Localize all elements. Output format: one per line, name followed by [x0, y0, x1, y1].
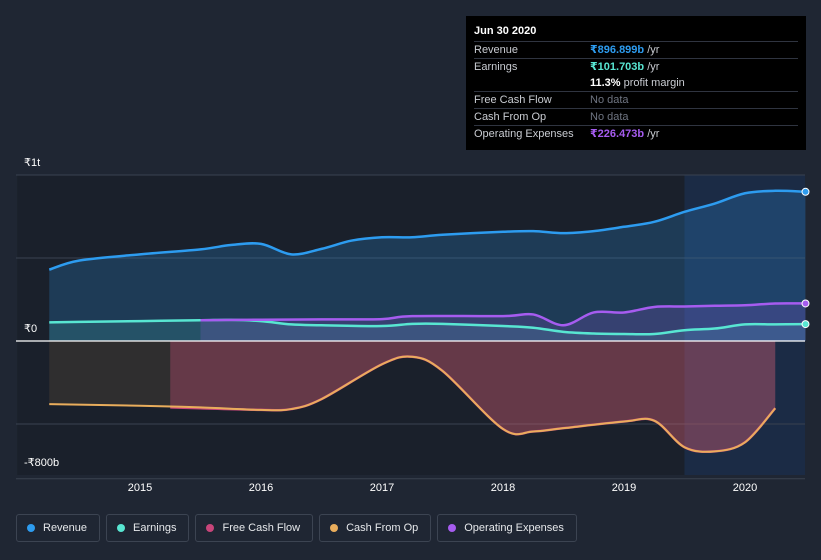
tooltip-row-earnings: Earnings ₹101.703b /yr [474, 58, 798, 75]
operating-expenses-area [200, 303, 806, 341]
operating-expenses-line [200, 302, 806, 327]
tooltip-value: ₹896.899b [590, 44, 645, 56]
cash-from-op-line [49, 355, 777, 453]
tooltip-unit: /yr [644, 61, 660, 73]
tooltip-value: No data [590, 94, 629, 106]
tooltip-row-cash-from-op: Cash From Op No data [474, 108, 798, 125]
tooltip-value-wrap: ₹226.473b /yr [590, 126, 659, 142]
legend-item-cash-from-op[interactable]: Cash From Op [319, 514, 432, 542]
tooltip-value: ₹226.473b [590, 128, 645, 140]
x-axis-labels: 2015 2016 2017 2018 2019 2020 [128, 482, 757, 494]
x-tick-label: 2019 [612, 482, 636, 494]
y-tick-label: ₹0 [24, 323, 37, 335]
tooltip-value-wrap: ₹896.899b /yr [590, 42, 659, 58]
legend-dot-icon [117, 524, 126, 532]
series-end-markers [801, 187, 810, 329]
tooltip-value: ₹101.703b [590, 61, 645, 73]
legend-label: Revenue [43, 522, 88, 534]
tooltip-row-free-cash-flow: Free Cash Flow No data [474, 91, 798, 108]
tooltip-row-margin: 11.3% profit margin [474, 75, 798, 91]
legend-dot-icon [448, 524, 457, 532]
legend-label: Free Cash Flow [222, 522, 301, 534]
legend-dot-icon [206, 524, 215, 532]
x-tick-label: 2020 [733, 482, 757, 494]
x-tick-label: 2015 [128, 482, 152, 494]
legend-dot-icon [330, 524, 339, 532]
chart-legend: Revenue Earnings Free Cash Flow Cash Fro… [16, 514, 577, 542]
tooltip-label: Cash From Op [474, 111, 547, 123]
legend-item-free-cash-flow[interactable]: Free Cash Flow [195, 514, 314, 542]
legend-label: Operating Expenses [464, 522, 564, 534]
tooltip-value: No data [590, 111, 629, 123]
tooltip-row-revenue: Revenue ₹896.899b /yr [474, 41, 798, 58]
gridlines [16, 174, 805, 480]
legend-item-revenue[interactable]: Revenue [16, 514, 101, 542]
tooltip-label: Revenue [474, 44, 519, 56]
tooltip-value: 11.3% [590, 77, 621, 89]
x-tick-label: 2016 [249, 482, 273, 494]
tooltip-unit: profit margin [620, 77, 685, 89]
tooltip-label: Free Cash Flow [474, 94, 552, 106]
series-lines [16, 189, 806, 454]
tooltip-unit: /yr [644, 44, 660, 56]
tooltip-label: Earnings [474, 61, 518, 73]
operating-expenses-end-marker [801, 299, 810, 308]
x-tick-label: 2017 [370, 482, 394, 494]
x-tick-label: 2018 [491, 482, 515, 494]
tooltip-unit: /yr [644, 128, 660, 140]
legend-item-earnings[interactable]: Earnings [106, 514, 190, 542]
tooltip-value-wrap: ₹101.703b /yr [590, 59, 659, 75]
y-tick-label: ₹1t [24, 157, 40, 169]
revenue-end-marker [801, 187, 810, 196]
legend-dot-icon [27, 524, 35, 532]
earnings-area [49, 319, 806, 341]
legend-label: Earnings [133, 522, 177, 534]
legend-item-operating-expenses[interactable]: Operating Expenses [437, 514, 577, 542]
earnings-end-marker [801, 320, 810, 329]
revenue-line [48, 189, 806, 271]
tooltip-value-wrap: 11.3% profit margin [590, 75, 685, 91]
tooltip-label: Operating Expenses [474, 128, 574, 140]
y-tick-label: -₹800b [24, 457, 59, 469]
data-tooltip: Jun 30 2020 Revenue ₹896.899b /yr Earnin… [466, 16, 806, 150]
y-axis-labels: ₹1t ₹0 -₹800b [24, 157, 59, 469]
tooltip-row-operating-expenses: Operating Expenses ₹226.473b /yr [474, 125, 798, 142]
legend-label: Cash From Op [346, 522, 419, 534]
free-cash-flow-area [170, 341, 776, 452]
tooltip-date: Jun 30 2020 [474, 25, 537, 37]
tooltip-label [474, 75, 590, 91]
